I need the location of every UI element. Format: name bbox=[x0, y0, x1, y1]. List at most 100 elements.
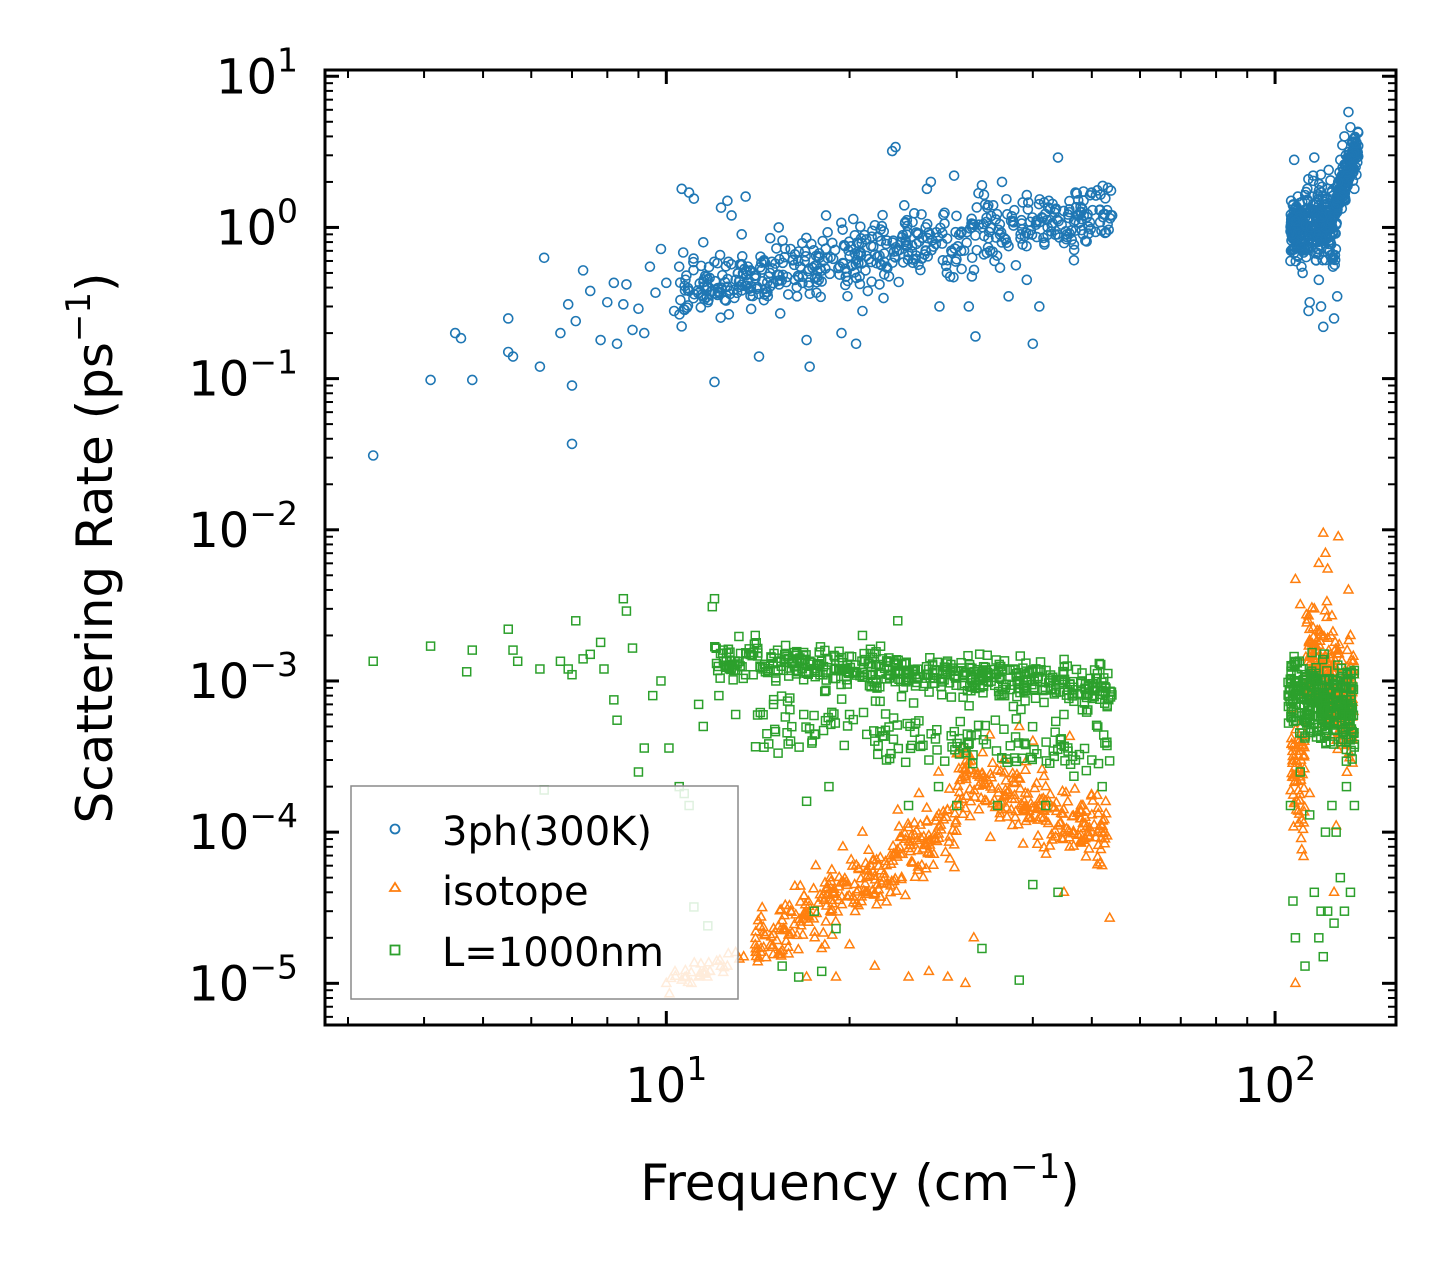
square-point bbox=[1007, 680, 1017, 690]
circle-point bbox=[688, 264, 699, 276]
square-point bbox=[461, 667, 472, 677]
triangle-point bbox=[797, 912, 810, 923]
triangle-point bbox=[1329, 635, 1341, 647]
circle-point bbox=[676, 321, 687, 332]
circle-point bbox=[966, 252, 978, 264]
triangle-point bbox=[1091, 788, 1104, 800]
circle-point bbox=[868, 241, 879, 253]
triangle-point bbox=[912, 863, 924, 875]
square-point bbox=[903, 800, 914, 811]
triangle-point bbox=[980, 794, 993, 806]
circle-point bbox=[1313, 178, 1325, 190]
square-point bbox=[647, 690, 658, 701]
circle-point bbox=[570, 315, 582, 327]
square-point bbox=[857, 630, 868, 641]
square-point bbox=[1011, 714, 1022, 724]
circle-point bbox=[1068, 244, 1080, 256]
square-point bbox=[1070, 755, 1081, 765]
circle-point bbox=[577, 265, 589, 276]
square-point bbox=[1036, 665, 1046, 675]
circle-point bbox=[788, 259, 800, 271]
triangle-point bbox=[737, 950, 750, 961]
square-point bbox=[896, 691, 907, 702]
triangle-point bbox=[928, 828, 941, 839]
square-point bbox=[730, 665, 741, 675]
triangle-point bbox=[1063, 729, 1076, 741]
square-point bbox=[884, 753, 895, 764]
square-point bbox=[585, 649, 596, 660]
square-point bbox=[711, 643, 721, 654]
square-point bbox=[1341, 781, 1352, 792]
circle-point bbox=[1086, 187, 1098, 198]
circle-point bbox=[675, 294, 686, 306]
square-point bbox=[818, 670, 828, 680]
circle-point bbox=[1327, 261, 1339, 272]
circle-point bbox=[1078, 195, 1089, 206]
circle-point bbox=[1335, 154, 1346, 166]
circle-point bbox=[702, 296, 714, 308]
circle-point bbox=[797, 277, 808, 289]
triangle-point bbox=[1342, 583, 1355, 594]
square-point bbox=[1051, 716, 1061, 727]
circle-point bbox=[502, 313, 514, 324]
triangle-point bbox=[767, 922, 780, 933]
circle-point bbox=[1052, 152, 1064, 163]
circle-point bbox=[1288, 154, 1300, 166]
circle-point bbox=[930, 238, 942, 250]
square-point bbox=[1325, 715, 1335, 726]
circle-point bbox=[466, 374, 478, 386]
square-point bbox=[977, 943, 987, 954]
circle-point bbox=[1332, 176, 1344, 188]
square-point bbox=[936, 690, 947, 700]
square-point bbox=[718, 645, 728, 655]
circle-point bbox=[764, 267, 776, 279]
circle-point bbox=[1001, 237, 1013, 249]
circle-point bbox=[638, 327, 650, 339]
square-point bbox=[868, 677, 878, 687]
square-point bbox=[1290, 933, 1301, 943]
triangle-point bbox=[1009, 811, 1022, 822]
circle-point bbox=[1294, 241, 1306, 252]
square-point bbox=[831, 923, 841, 934]
square-point bbox=[883, 657, 893, 668]
square-point bbox=[728, 675, 738, 685]
triangle-point bbox=[979, 793, 991, 805]
square-point bbox=[924, 664, 934, 674]
square-point bbox=[1087, 679, 1098, 689]
triangle-point bbox=[828, 882, 841, 894]
triangle-point bbox=[1063, 831, 1075, 842]
circle-point bbox=[777, 257, 789, 269]
circle-point bbox=[756, 257, 767, 269]
circle-point bbox=[758, 294, 770, 306]
square-point bbox=[769, 724, 780, 735]
square-point bbox=[783, 671, 794, 681]
square-point bbox=[1019, 738, 1029, 748]
square-point bbox=[924, 755, 934, 765]
triangle-point bbox=[969, 790, 981, 801]
triangle-point bbox=[861, 862, 873, 873]
triangle-point bbox=[848, 878, 861, 889]
square-point bbox=[947, 663, 958, 673]
triangle-point bbox=[1000, 801, 1013, 812]
square-point bbox=[990, 715, 1001, 725]
square-point bbox=[820, 715, 831, 726]
square-point bbox=[807, 738, 817, 748]
square-point bbox=[1321, 737, 1331, 748]
triangle-point bbox=[833, 893, 845, 905]
circle-point bbox=[881, 235, 893, 246]
circle-point bbox=[1078, 210, 1090, 221]
triangle-point bbox=[885, 874, 898, 886]
triangle-point bbox=[1092, 801, 1104, 812]
circle-point bbox=[1102, 182, 1114, 194]
circle-point bbox=[1299, 204, 1311, 216]
square-point bbox=[1283, 718, 1294, 728]
circle-point bbox=[1312, 193, 1324, 205]
circle-point bbox=[990, 232, 1002, 243]
circle-point bbox=[679, 304, 690, 316]
circle-point bbox=[698, 281, 710, 292]
triangle-point bbox=[1297, 738, 1309, 749]
legend-circle-marker bbox=[389, 823, 401, 835]
circle-point bbox=[1320, 222, 1331, 233]
square-point bbox=[1049, 689, 1060, 699]
triangle-point bbox=[1319, 604, 1331, 615]
